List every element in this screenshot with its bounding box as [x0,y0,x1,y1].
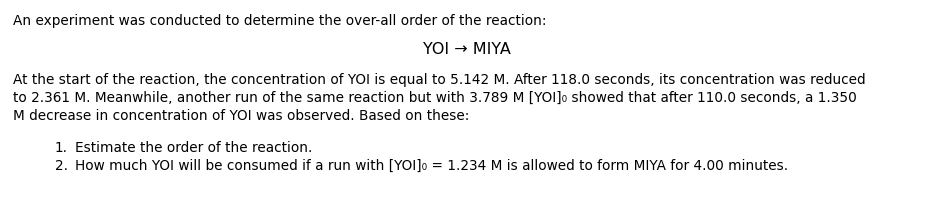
Text: Estimate the order of the reaction.: Estimate the order of the reaction. [75,141,313,155]
Text: M decrease in concentration of YOI was observed. Based on these:: M decrease in concentration of YOI was o… [13,109,469,123]
Text: At the start of the reaction, the concentration of YOI is equal to 5.142 M. Afte: At the start of the reaction, the concen… [13,73,866,87]
Text: An experiment was conducted to determine the over-all order of the reaction:: An experiment was conducted to determine… [13,14,547,28]
Text: to 2.361 M. Meanwhile, another run of the same reaction but with 3.789 M [YOI]₀ : to 2.361 M. Meanwhile, another run of th… [13,91,856,105]
Text: How much YOI will be consumed if a run with [YOI]₀ = 1.234 M is allowed to form : How much YOI will be consumed if a run w… [75,159,788,173]
Text: 1.: 1. [55,141,68,155]
Text: YOI → MIYA: YOI → MIYA [423,42,510,57]
Text: 2.: 2. [55,159,68,173]
